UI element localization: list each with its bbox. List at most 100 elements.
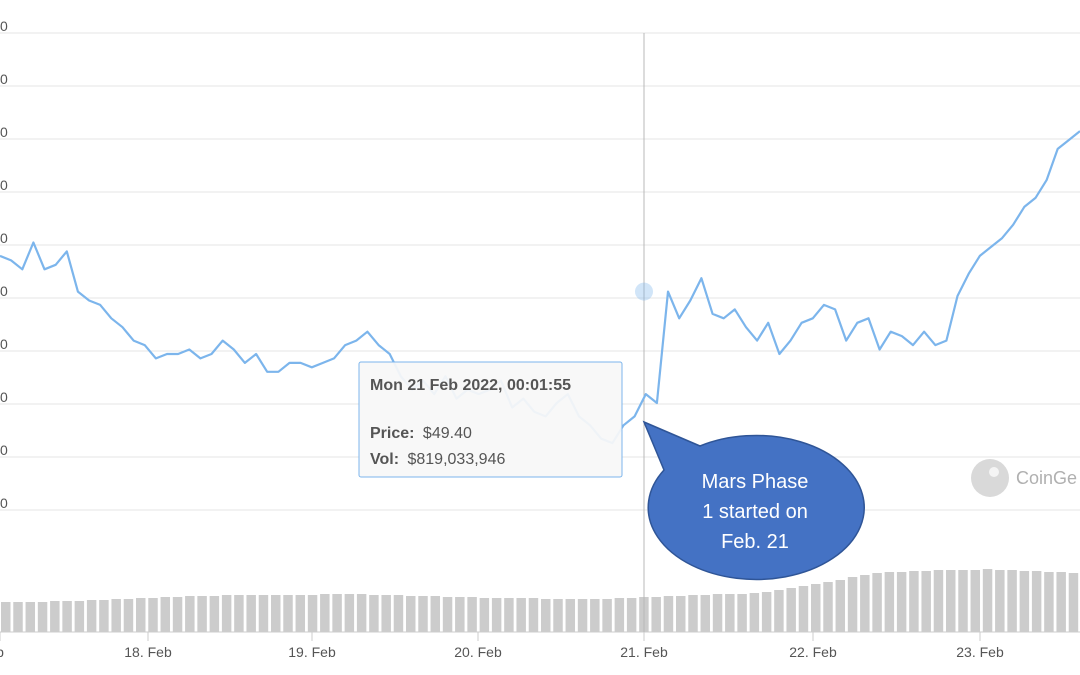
volume-bar — [602, 599, 612, 632]
volume-bar — [148, 598, 158, 632]
volume-bar — [442, 597, 453, 632]
coingecko-watermark: CoinGe — [971, 459, 1077, 497]
y-tick-label: 0 — [0, 336, 8, 352]
y-tick-label: 0 — [0, 230, 8, 246]
volume-bar — [197, 596, 207, 632]
volume-bar — [406, 596, 416, 632]
callout-bubble — [642, 420, 865, 581]
volume-bar — [553, 599, 563, 632]
volume-bar — [86, 600, 97, 632]
volume-bar — [172, 597, 183, 632]
volume-bar — [958, 570, 968, 632]
volume-bar — [737, 594, 747, 632]
callout-line-2: 1 started on — [702, 501, 808, 523]
x-axis-ticks: b 18. Feb 19. Feb 20. Feb 21. Feb 22. Feb 23. … — [0, 632, 1004, 660]
tooltip-box — [358, 361, 623, 478]
volume-bar — [271, 595, 281, 632]
volume-bar — [320, 594, 330, 632]
y-tick-label: 0 — [0, 18, 8, 34]
volume-bar — [626, 598, 637, 632]
callout-line-3: Feb. 21 — [721, 531, 789, 553]
volume-bar — [786, 588, 796, 632]
volume-bar — [896, 572, 907, 632]
volume-bar — [1031, 571, 1042, 632]
tooltip-vol-label: Vol: — [370, 451, 399, 468]
volume-bar — [700, 595, 711, 632]
volume-bar — [933, 570, 944, 632]
hover-point — [635, 282, 653, 301]
x-tick-label: 19. Feb — [288, 644, 336, 660]
volume-bar — [590, 599, 600, 632]
volume-bar — [872, 573, 882, 632]
y-tick-label: 0 — [0, 71, 8, 87]
volume-bar — [847, 577, 858, 632]
volume-bar — [491, 598, 502, 632]
volume-bar — [381, 595, 391, 632]
volume-bar — [1007, 570, 1017, 632]
volume-bar — [995, 570, 1005, 632]
volume-bar — [774, 590, 784, 632]
volume-bar — [761, 592, 772, 632]
volume-bar — [136, 598, 146, 632]
x-tick-label: 21. Feb — [620, 644, 668, 660]
volume-bar — [418, 596, 428, 632]
volume-bar — [725, 594, 735, 632]
gecko-logo-icon — [971, 459, 1009, 497]
tooltip-price-row: Price: $49.40 — [370, 425, 472, 442]
volume-bar — [541, 599, 551, 632]
volume-bar — [749, 593, 760, 632]
volume-bar — [13, 602, 23, 632]
y-tick-label: 0 — [0, 442, 8, 458]
volume-bar — [811, 584, 821, 632]
volume-bar — [25, 602, 36, 632]
callout-annotation: Mars Phase 1 started on Feb. 21 — [642, 420, 865, 581]
volume-bar — [1056, 572, 1066, 632]
volume-bar — [860, 575, 870, 632]
volume-bar — [246, 595, 256, 632]
volume-bar — [258, 595, 269, 632]
x-tick-label: b — [0, 644, 4, 660]
volume-bar — [467, 597, 477, 632]
volume-bar — [614, 598, 625, 632]
volume-bar — [430, 596, 441, 632]
volume-bar — [577, 599, 588, 632]
volume-bar — [1068, 573, 1079, 632]
y-tick-label: 0 — [0, 389, 8, 405]
tooltip-price-value: $49.40 — [423, 425, 472, 442]
volume-bar — [1019, 571, 1030, 632]
volume-bar — [970, 570, 981, 632]
volume-bar — [62, 601, 72, 632]
tooltip-price-label: Price: — [370, 425, 414, 442]
y-axis-labels: 0 0 0 0 0 0 0 0 0 0 — [0, 18, 8, 511]
y-tick-label: 0 — [0, 177, 8, 193]
y-tick-label: 0 — [0, 283, 8, 299]
volume-bar — [283, 595, 293, 632]
volume-bar — [504, 598, 514, 632]
tooltip-vol-value: $819,033,946 — [407, 451, 505, 468]
volume-bar — [1, 602, 11, 632]
volume-bar — [295, 595, 306, 632]
volume-bar — [123, 599, 134, 632]
volume-bar — [1044, 572, 1054, 632]
x-tick-label: 20. Feb — [454, 644, 502, 660]
gecko-eye-icon — [989, 467, 999, 477]
volume-bar — [479, 598, 490, 632]
tooltip-vol-row: Vol: $819,033,946 — [370, 451, 505, 468]
volume-bar — [185, 596, 195, 632]
volume-bar — [74, 601, 85, 632]
callout-line-1: Mars Phase — [702, 471, 809, 493]
y-tick-label: 0 — [0, 495, 8, 511]
volume-bar — [835, 580, 846, 632]
volume-bar — [688, 595, 698, 632]
volume-bar — [946, 570, 956, 632]
volume-bar — [332, 594, 342, 632]
volume-bar — [823, 582, 833, 632]
volume-bar — [99, 600, 109, 632]
volume-bar — [676, 596, 686, 632]
volume-bar — [565, 599, 576, 632]
volume-bar — [393, 595, 404, 632]
tooltip-title: Mon 21 Feb 2022, 00:01:55 — [370, 377, 571, 394]
x-tick-label: 22. Feb — [789, 644, 837, 660]
volume-bar — [50, 601, 60, 632]
